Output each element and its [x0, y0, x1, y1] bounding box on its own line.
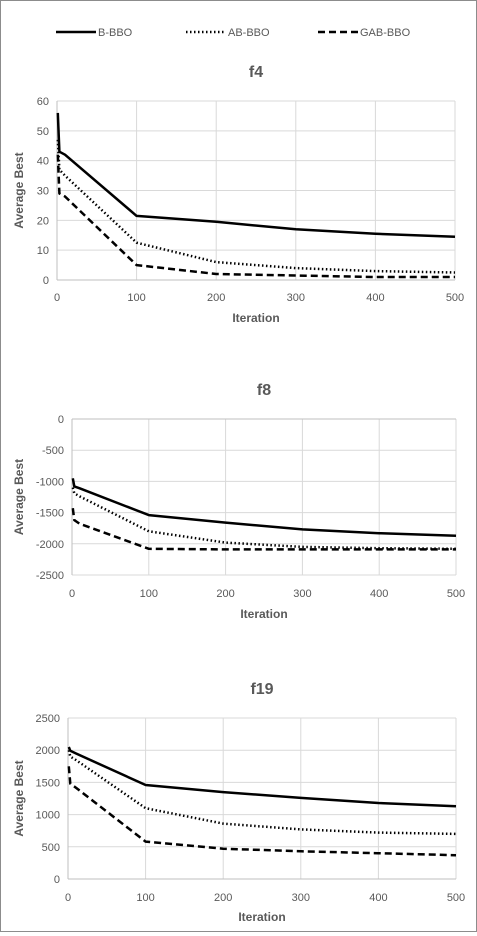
- y-tick-label: -1500: [36, 508, 64, 520]
- x-tick-label: 300: [293, 588, 311, 600]
- series-line-b-bbo: [56, 112, 456, 238]
- y-tick-label: 20: [37, 215, 49, 227]
- series-line-gab-bbo: [71, 508, 456, 551]
- chart-title: f4: [249, 64, 263, 81]
- y-tick-label: 0: [43, 275, 49, 287]
- y-tick-label: 2500: [36, 713, 60, 725]
- y-tick-label: -500: [42, 445, 64, 457]
- x-tick-label: 200: [207, 292, 225, 304]
- legend-label-ab-bbo: AB-BBO: [228, 27, 270, 39]
- x-tick-label: 0: [65, 892, 71, 904]
- y-tick-label: 30: [37, 186, 49, 198]
- y-tick-label: 60: [37, 96, 49, 108]
- y-tick-label: -1000: [36, 476, 64, 488]
- x-tick-label: 0: [54, 292, 60, 304]
- x-tick-label: 100: [136, 892, 154, 904]
- series-line-ab-bbo: [71, 487, 457, 551]
- legend-label-b-bbo: B-BBO: [98, 27, 133, 39]
- chart-f19: f19 0 500 1000 1500 2000 2500 0 100 200 300 400 500 I…: [12, 681, 465, 924]
- y-tick-label: 0: [58, 414, 64, 426]
- x-tick-label: 100: [127, 292, 145, 304]
- x-axis-title: Iteration: [232, 311, 279, 325]
- x-tick-label: 500: [447, 892, 465, 904]
- y-tick-label: 1000: [36, 810, 60, 822]
- series-line-ab-bbo: [56, 139, 456, 274]
- x-tick-label: 400: [370, 588, 388, 600]
- x-axis-title: Iteration: [240, 607, 287, 621]
- series-line-gab-bbo: [67, 766, 457, 857]
- chart-title: f19: [250, 681, 273, 698]
- series-line-b-bbo: [67, 746, 457, 808]
- y-tick-label: 2000: [36, 745, 60, 757]
- y-axis-title: Average Best: [12, 152, 26, 228]
- chart-f4: f4 0 10 20 30 40 50 60 0 100 200 300 400 500 Iteration…: [12, 64, 464, 325]
- y-tick-label: 1500: [36, 777, 60, 789]
- x-tick-label: 400: [369, 892, 387, 904]
- y-tick-label: 50: [37, 126, 49, 138]
- chart-f8: f8 -2500 -2000 -1500 -1000 -500 0 0 100 200 300 400…: [12, 382, 465, 621]
- y-tick-label: -2500: [36, 570, 64, 582]
- x-tick-label: 100: [140, 588, 158, 600]
- series-line-b-bbo: [71, 478, 457, 537]
- x-axis-title: Iteration: [238, 910, 285, 924]
- y-tick-label: 500: [42, 842, 60, 854]
- x-tick-label: 500: [447, 588, 465, 600]
- x-tick-label: 400: [366, 292, 384, 304]
- x-tick-label: 300: [287, 292, 305, 304]
- series-line-ab-bbo: [67, 749, 457, 836]
- legend-label-gab-bbo: GAB-BBO: [360, 27, 411, 39]
- x-tick-label: 200: [216, 588, 234, 600]
- y-axis-title: Average Best: [12, 459, 26, 535]
- x-tick-label: 200: [214, 892, 232, 904]
- x-tick-label: 500: [446, 292, 464, 304]
- x-tick-label: 300: [292, 892, 310, 904]
- x-tick-label: 0: [69, 588, 75, 600]
- y-tick-label: -2000: [36, 539, 64, 551]
- series-line-gab-bbo: [56, 154, 455, 279]
- y-tick-label: 0: [54, 874, 60, 886]
- legend: B-BBO AB-BBO GAB-BBO: [56, 27, 411, 39]
- y-tick-label: 40: [37, 156, 49, 168]
- y-tick-label: 10: [37, 245, 49, 257]
- y-axis-title: Average Best: [12, 760, 26, 836]
- chart-title: f8: [257, 382, 271, 399]
